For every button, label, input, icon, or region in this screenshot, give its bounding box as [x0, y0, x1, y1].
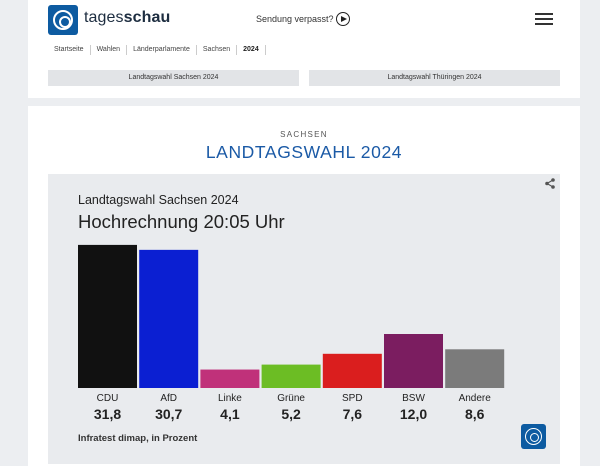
bar-bsw[interactable] [384, 334, 443, 388]
tagesschau-logo-icon[interactable] [48, 5, 78, 35]
bar-label-grüne: Grüne [277, 393, 305, 404]
tagesschau-badge-icon [521, 424, 546, 449]
bar-cdu[interactable] [78, 244, 137, 388]
chart-title: Hochrechnung 20:05 Uhr [78, 211, 285, 232]
bar-linke[interactable] [200, 369, 260, 388]
chart-source: Infratest dimap, in Prozent [78, 433, 198, 444]
bar-value-afd: 30,7 [155, 406, 182, 422]
bar-value-grüne: 5,2 [281, 406, 301, 422]
breadcrumb: Startseite Wahlen Länderparlamente Sachs… [48, 43, 266, 57]
election-sachsen-button[interactable]: Landtagswahl Sachsen 2024 [48, 70, 299, 86]
breadcrumb-current-2024: 2024 [237, 45, 266, 55]
bar-value-andere: 8,6 [465, 406, 485, 422]
share-icon[interactable] [545, 178, 555, 189]
breadcrumb-laenderparlamente[interactable]: Länderparlamente [127, 45, 197, 55]
page-kicker: SACHSEN [280, 130, 328, 139]
bar-value-cdu: 31,8 [94, 406, 121, 422]
projection-chart: Landtagswahl Sachsen 2024 Hochrechnung 2… [48, 174, 560, 464]
bar-spd[interactable] [322, 353, 382, 388]
bar-chart-svg: CDU 31,8 AfD 30,7 Linke 4,1 Grüne 5,2 SPD 7,6 BSW 1… [78, 244, 505, 422]
breadcrumb-startseite[interactable]: Startseite [48, 45, 91, 55]
site-header: tagesschau Sendung verpasst? Startseite … [28, 0, 580, 98]
bar-value-linke: 4,1 [220, 406, 240, 422]
bar-grüne[interactable] [261, 364, 321, 388]
brand-wordmark[interactable]: tagesschau [84, 9, 171, 26]
bar-label-cdu: CDU [97, 393, 119, 404]
chart-subtitle: Landtagswahl Sachsen 2024 [78, 193, 239, 207]
hamburger-menu-icon[interactable] [535, 13, 553, 26]
play-circle-icon[interactable] [336, 12, 350, 26]
bar-label-bsw: BSW [402, 393, 425, 404]
breadcrumb-wahlen[interactable]: Wahlen [91, 45, 128, 55]
bar-andere[interactable] [445, 349, 505, 388]
breadcrumb-sachsen[interactable]: Sachsen [197, 45, 238, 55]
bar-afd[interactable] [139, 249, 199, 388]
bar-value-bsw: 12,0 [400, 406, 427, 422]
bar-label-spd: SPD [342, 393, 363, 404]
page-title: LANDTAGSWAHL 2024 [205, 142, 403, 162]
bar-label-afd: AfD [160, 393, 177, 404]
election-thueringen-button[interactable]: Landtagswahl Thüringen 2024 [309, 70, 560, 86]
bar-label-andere: Andere [459, 393, 492, 404]
bar-label-linke: Linke [218, 393, 242, 404]
bar-value-spd: 7,6 [343, 406, 363, 422]
missed-broadcast-link[interactable]: Sendung verpasst? [256, 14, 334, 24]
election-results-card: SACHSEN LANDTAGSWAHL 2024 Landtagswahl S… [28, 106, 580, 466]
